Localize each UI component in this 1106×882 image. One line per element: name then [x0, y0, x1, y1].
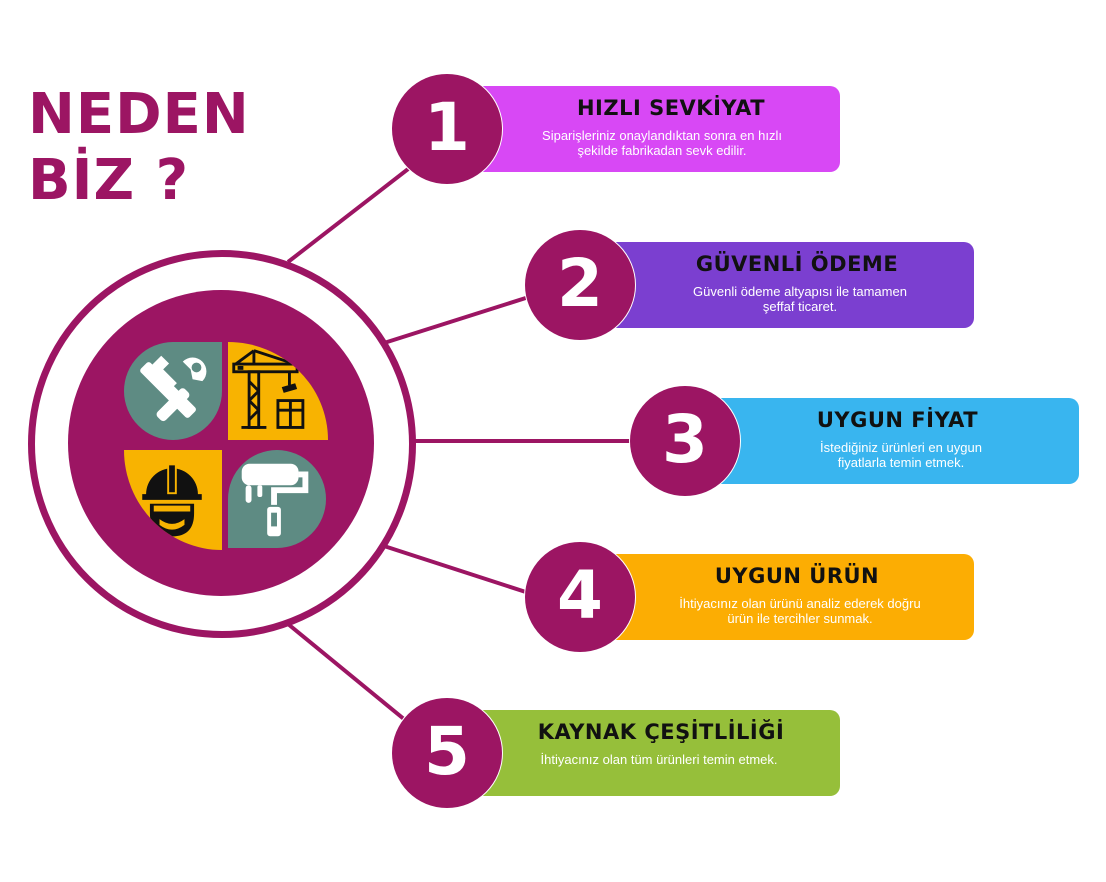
feature-title-3: UYGUN FİYAT [816, 408, 979, 432]
feature-title-4: UYGUN ÜRÜN [714, 564, 880, 588]
connector-line-1 [286, 164, 414, 264]
tools-icon [124, 342, 222, 440]
page-title-line-2: BİZ ? [28, 148, 190, 213]
feature-description-3: İstediğiniz ürünleri en uygun fiyatlarla… [820, 440, 982, 470]
connector-line-5 [286, 622, 412, 726]
feature-card-1: HIZLI SEVKİYAT Siparişleriniz onaylandık… [442, 86, 840, 172]
feature-card-5: KAYNAK ÇEŞİTLİLİĞİ İhtiyacınız olan tüm … [442, 710, 840, 796]
feature-card-3: UYGUN FİYAT İstediğiniz ürünleri en uygu… [686, 398, 1079, 484]
number-badge-1: 1 [392, 74, 502, 184]
number-badge-1-text: 1 [424, 89, 470, 166]
feature-title-1: HIZLI SEVKİYAT [576, 96, 766, 120]
number-badge-4: 4 [525, 542, 635, 652]
number-badge-3-text: 3 [662, 401, 708, 478]
number-badge-5-text: 5 [424, 713, 470, 790]
feature-card-2: GÜVENLİ ÖDEME Güvenli ödeme altyapısı il… [580, 242, 974, 328]
feature-description-1: Siparişleriniz onaylandıktan sonra en hı… [542, 128, 782, 158]
feature-description-5: İhtiyacınız olan tüm ürünleri temin etme… [540, 752, 778, 767]
number-badge-3: 3 [630, 386, 740, 496]
connector-line-2 [383, 294, 533, 345]
feature-title-2: GÜVENLİ ÖDEME [695, 252, 899, 276]
feature-description-4: İhtiyacınız olan ürünü analiz ederek doğ… [679, 596, 921, 626]
feature-title-5: KAYNAK ÇEŞİTLİLİĞİ [537, 720, 785, 744]
feature-card-4: UYGUN ÜRÜN İhtiyacınız olan ürünü analiz… [580, 554, 974, 640]
number-badge-5: 5 [392, 698, 502, 808]
connector-line-4 [383, 544, 533, 596]
number-badge-4-text: 4 [557, 557, 603, 634]
number-badge-2-text: 2 [557, 245, 603, 322]
paint-roller-icon [228, 450, 326, 548]
number-badge-2: 2 [525, 230, 635, 340]
page-title-line-1: NEDEN [28, 82, 250, 147]
feature-description-2: Güvenli ödeme altyapısı ile tamamen şeff… [693, 284, 907, 314]
hard-hat-worker-icon [124, 450, 222, 550]
hub-core [68, 290, 374, 596]
page-title: NEDEN BİZ ? [28, 82, 250, 214]
